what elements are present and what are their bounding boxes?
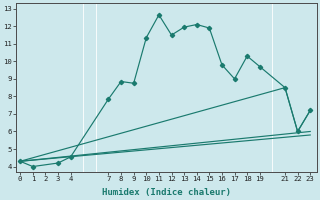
X-axis label: Humidex (Indice chaleur): Humidex (Indice chaleur) bbox=[102, 188, 231, 197]
